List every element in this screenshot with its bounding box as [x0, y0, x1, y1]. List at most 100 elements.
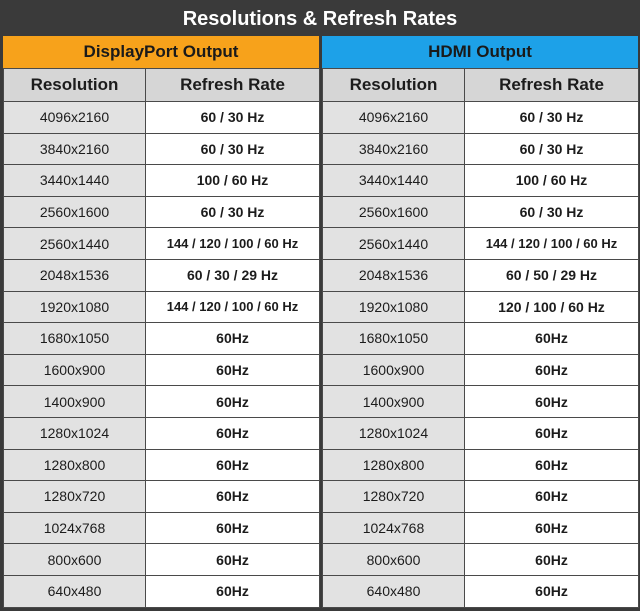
refresh-rate-cell: 60Hz [464, 448, 639, 482]
refresh-rate-cell: 60Hz [464, 416, 639, 450]
column-header-refresh-rate: Refresh Rate [464, 68, 639, 102]
resolution-cell: 1280x800 [322, 448, 465, 482]
resolution-cell: 1920x1080 [322, 290, 465, 324]
resolution-cell: 1280x720 [3, 480, 146, 513]
resolution-cell: 1400x900 [322, 385, 465, 418]
refresh-rate-cell: 144 / 120 / 100 / 60 Hz [145, 290, 320, 324]
panels: DisplayPort Output Resolution Refresh Ra… [3, 36, 639, 608]
resolution-cell: 1680x1050 [3, 322, 146, 355]
refresh-rate-cell: 60Hz [145, 574, 320, 608]
refresh-rate-cell: 60 / 50 / 29 Hz [464, 258, 639, 292]
refresh-rate-cell: 120 / 100 / 60 Hz [464, 290, 639, 324]
resolution-cell: 640x480 [322, 574, 465, 608]
refresh-rate-cell: 60 / 30 Hz [464, 101, 639, 134]
refresh-rate-cell: 144 / 120 / 100 / 60 Hz [464, 227, 639, 260]
table-row: 800x600 60Hz [322, 543, 639, 576]
resolution-cell: 4096x2160 [3, 101, 146, 134]
refresh-rate-cell: 60Hz [464, 353, 639, 387]
table-row: 1400x900 60Hz [322, 385, 639, 418]
resolution-cell: 1024x768 [3, 511, 146, 545]
table-row: 2048x1536 60 / 50 / 29 Hz [322, 258, 639, 292]
refresh-rate-cell: 60Hz [464, 480, 639, 513]
displayport-header: DisplayPort Output [3, 36, 319, 68]
table-row: 4096x2160 60 / 30 Hz [322, 101, 639, 134]
refresh-rate-cell: 60Hz [464, 574, 639, 608]
table-header-row: Resolution Refresh Rate [3, 68, 320, 102]
resolution-cell: 1024x768 [322, 511, 465, 545]
hdmi-rows: 4096x2160 60 / 30 Hz 3840x2160 60 / 30 Hz 34… [322, 101, 639, 608]
refresh-rate-cell: 100 / 60 Hz [464, 164, 639, 197]
displayport-table: Resolution Refresh Rate 4096x2160 60 / 30… [3, 68, 320, 608]
table-row: 1280x720 60Hz [322, 480, 639, 513]
hdmi-panel: HDMI Output Resolution Refresh Rate 4096… [322, 36, 639, 608]
table-row: 640x480 60Hz [3, 574, 320, 608]
resolution-cell: 1600x900 [322, 353, 465, 387]
resolution-cell: 4096x2160 [322, 101, 465, 134]
resolution-cell: 3440x1440 [322, 164, 465, 197]
resolution-cell: 2560x1440 [322, 227, 465, 260]
resolution-cell: 3840x2160 [3, 132, 146, 166]
resolution-cell: 1280x800 [3, 448, 146, 482]
table-row: 3440x1440 100 / 60 Hz [3, 164, 320, 197]
table-row: 1680x1050 60Hz [322, 322, 639, 355]
refresh-rate-cell: 60Hz [464, 385, 639, 418]
refresh-rate-cell: 60Hz [464, 511, 639, 545]
table-row: 1400x900 60Hz [3, 385, 320, 418]
displayport-rows: 4096x2160 60 / 30 Hz 3840x2160 60 / 30 Hz 34… [3, 101, 320, 608]
resolution-cell: 1920x1080 [3, 290, 146, 324]
table-row: 1024x768 60Hz [3, 511, 320, 545]
table-row: 800x600 60Hz [3, 543, 320, 576]
refresh-rate-cell: 100 / 60 Hz [145, 164, 320, 197]
resolution-cell: 1280x720 [322, 480, 465, 513]
resolution-cell: 2560x1440 [3, 227, 146, 260]
table-row: 1280x800 60Hz [322, 448, 639, 482]
resolution-cell: 1280x1024 [3, 416, 146, 450]
refresh-rate-cell: 60Hz [145, 511, 320, 545]
table-row: 3440x1440 100 / 60 Hz [322, 164, 639, 197]
table-row: 1280x720 60Hz [3, 480, 320, 513]
refresh-rate-cell: 60Hz [145, 385, 320, 418]
table-row: 2560x1600 60 / 30 Hz [3, 195, 320, 229]
refresh-rate-cell: 60 / 30 Hz [464, 132, 639, 166]
table-row: 1600x900 60Hz [322, 353, 639, 387]
table-row: 2560x1440 144 / 120 / 100 / 60 Hz [322, 227, 639, 260]
resolution-cell: 800x600 [3, 543, 146, 576]
refresh-rate-cell: 60 / 30 Hz [464, 195, 639, 229]
table-row: 2048x1536 60 / 30 / 29 Hz [3, 258, 320, 292]
hdmi-header: HDMI Output [322, 36, 638, 68]
table-header-row: Resolution Refresh Rate [322, 68, 639, 102]
refresh-rate-cell: 60Hz [145, 416, 320, 450]
table-row: 640x480 60Hz [322, 574, 639, 608]
refresh-rate-cell: 60 / 30 Hz [145, 101, 320, 134]
refresh-rate-cell: 144 / 120 / 100 / 60 Hz [145, 227, 320, 260]
table-row: 3840x2160 60 / 30 Hz [3, 132, 320, 166]
table-row: 1600x900 60Hz [3, 353, 320, 387]
table-row: 1680x1050 60Hz [3, 322, 320, 355]
resolution-cell: 2560x1600 [322, 195, 465, 229]
page-title: Resolutions & Refresh Rates [3, 3, 637, 36]
refresh-rate-cell: 60 / 30 / 29 Hz [145, 258, 320, 292]
resolution-cell: 1400x900 [3, 385, 146, 418]
column-header-refresh-rate: Refresh Rate [145, 68, 320, 102]
column-header-resolution: Resolution [3, 68, 146, 102]
table-row: 1280x1024 60Hz [322, 416, 639, 450]
refresh-rate-cell: 60Hz [145, 448, 320, 482]
resolution-cell: 1280x1024 [322, 416, 465, 450]
resolution-cell: 3440x1440 [3, 164, 146, 197]
refresh-rate-cell: 60 / 30 Hz [145, 132, 320, 166]
table-row: 1920x1080 144 / 120 / 100 / 60 Hz [3, 290, 320, 324]
refresh-rate-cell: 60Hz [145, 353, 320, 387]
table-row: 1280x800 60Hz [3, 448, 320, 482]
refresh-rate-cell: 60Hz [145, 322, 320, 355]
table-row: 4096x2160 60 / 30 Hz [3, 101, 320, 134]
displayport-panel: DisplayPort Output Resolution Refresh Ra… [3, 36, 320, 608]
refresh-rate-cell: 60Hz [145, 543, 320, 576]
refresh-rate-cell: 60 / 30 Hz [145, 195, 320, 229]
refresh-rate-cell: 60Hz [464, 322, 639, 355]
table-row: 3840x2160 60 / 30 Hz [322, 132, 639, 166]
column-header-resolution: Resolution [322, 68, 465, 102]
hdmi-table: Resolution Refresh Rate 4096x2160 60 / 30… [322, 68, 639, 608]
resolution-cell: 2048x1536 [3, 258, 146, 292]
resolution-cell: 640x480 [3, 574, 146, 608]
